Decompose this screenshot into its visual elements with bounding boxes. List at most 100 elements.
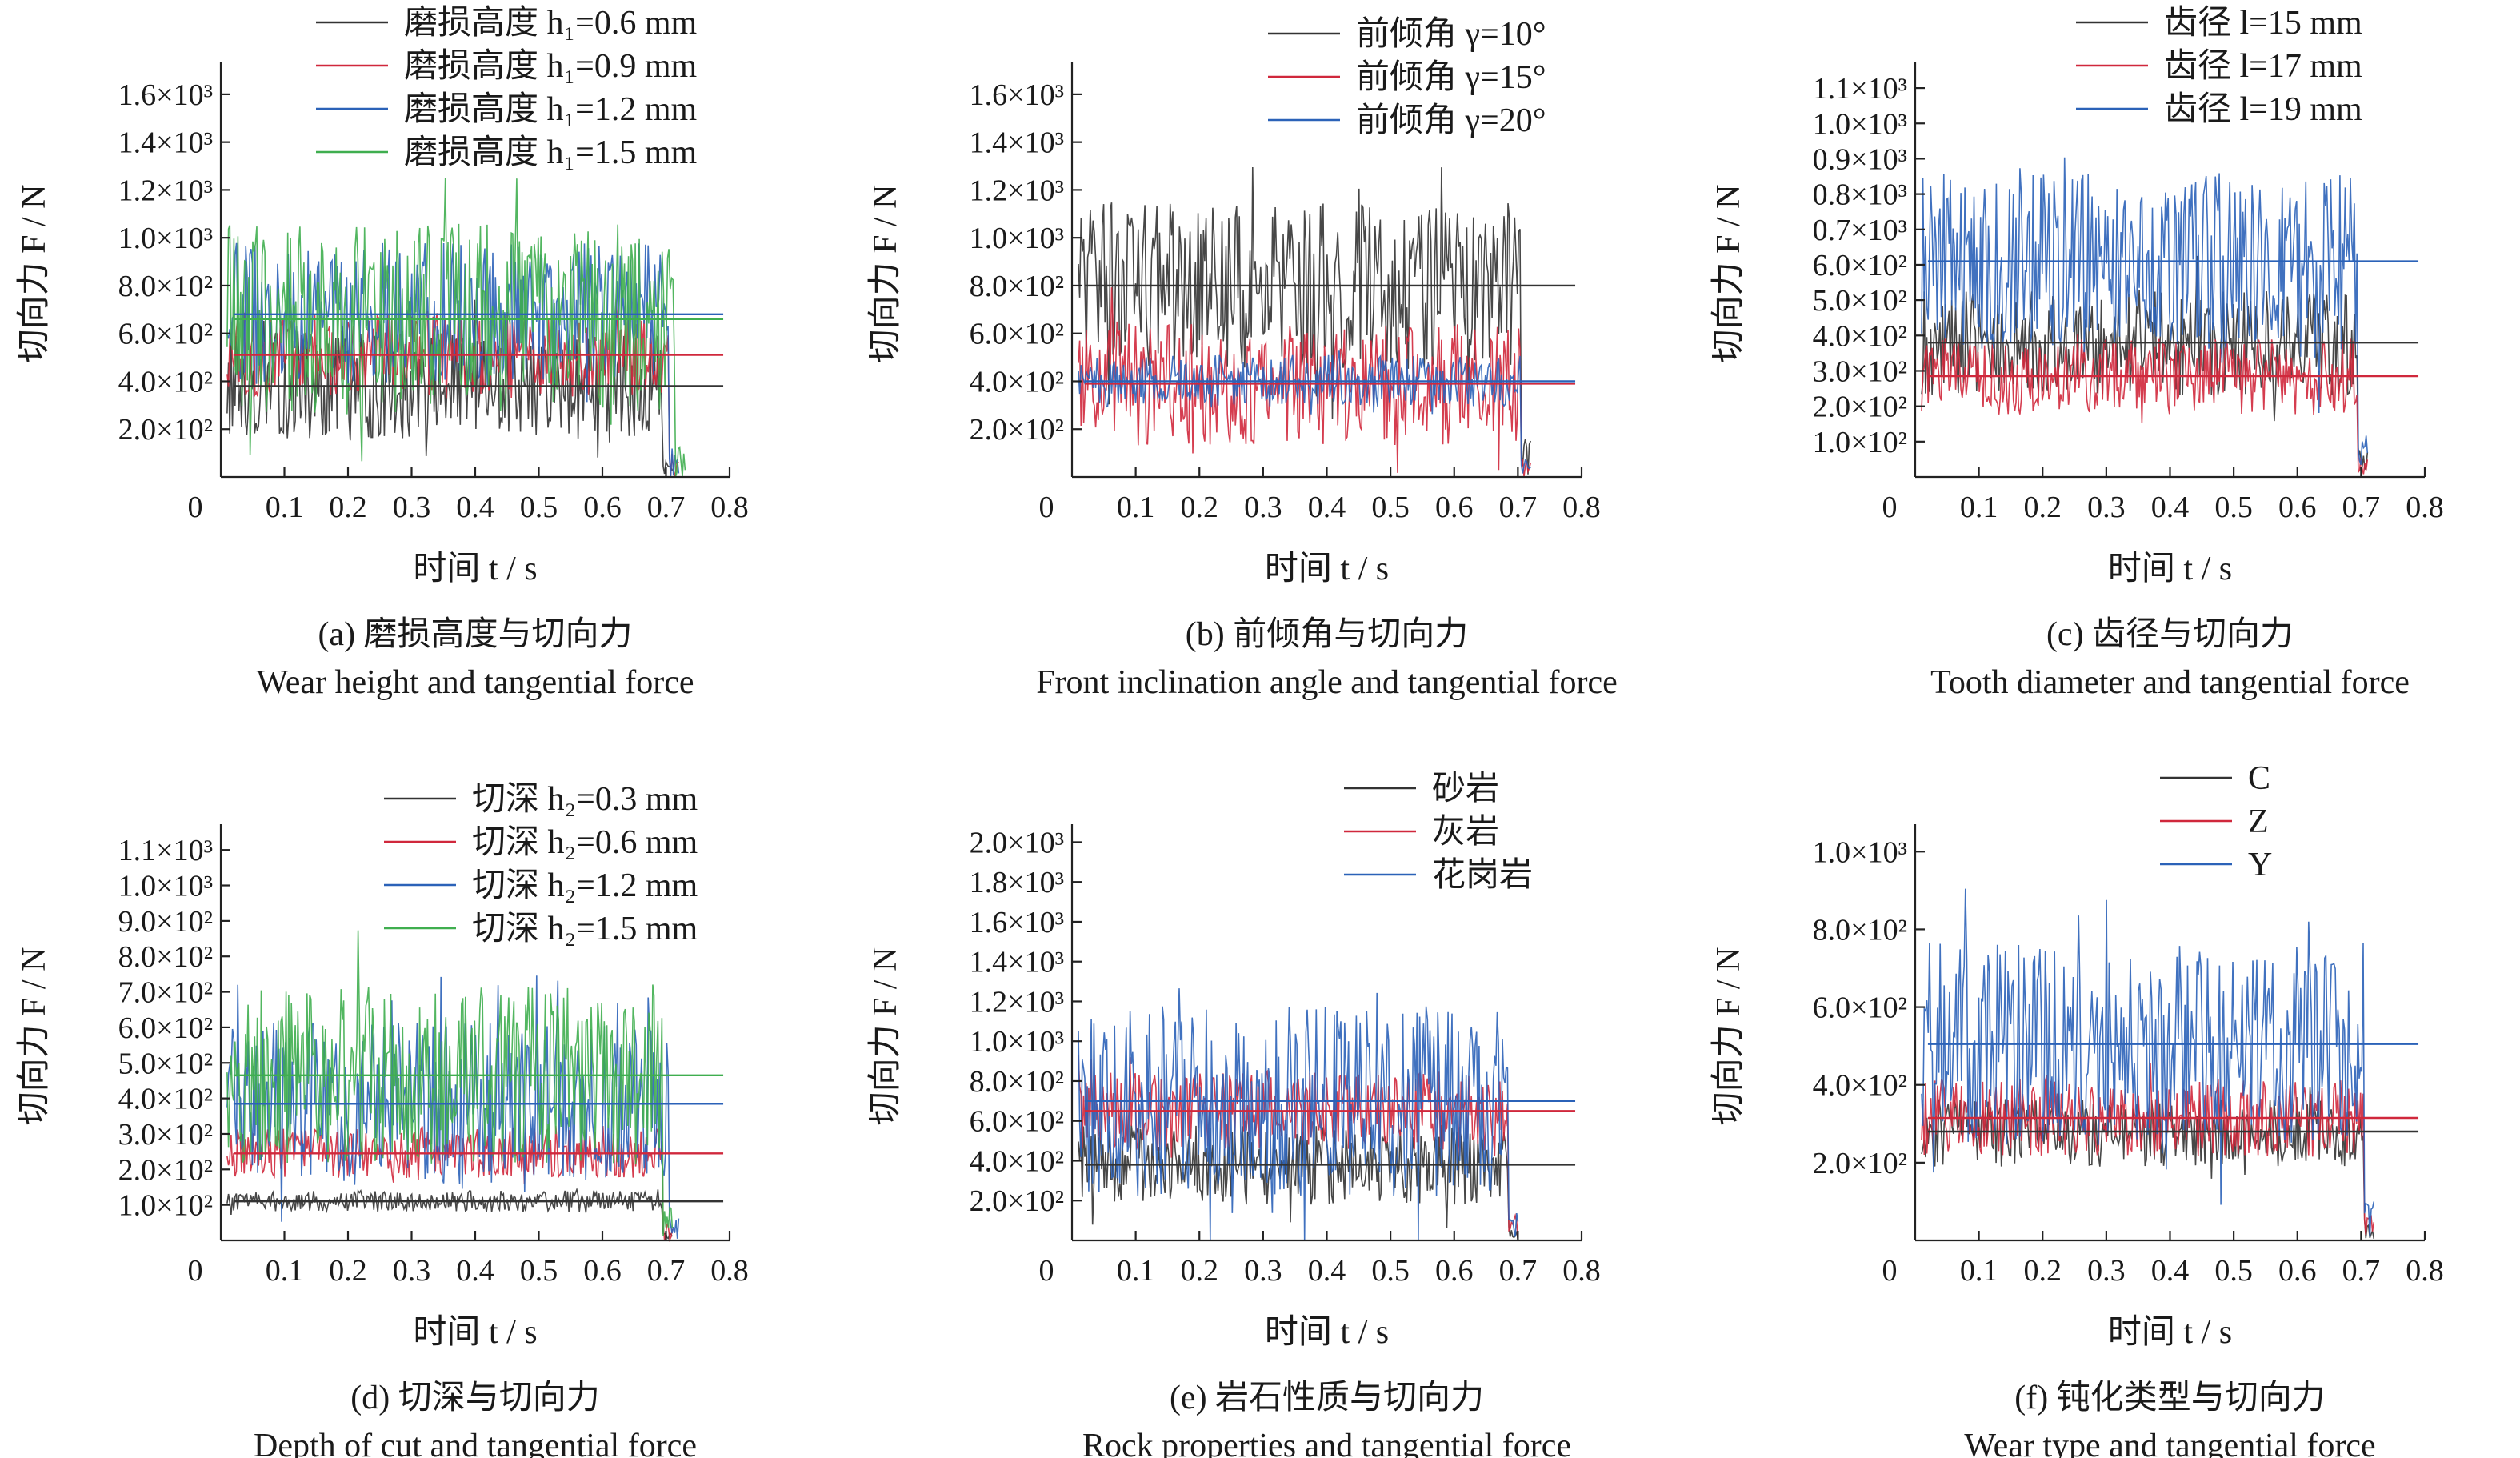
chart-a-x-tick-label: 0.8 bbox=[710, 491, 749, 524]
chart-c-y-tick-label: 0.9×10³ bbox=[1813, 142, 1907, 176]
chart-c-legend-label: 齿径 l=17 mm bbox=[2164, 48, 2362, 85]
chart-e-traces bbox=[1078, 988, 1519, 1240]
chart-b-y-tick-label: 1.4×10³ bbox=[970, 126, 1064, 160]
chart-e-x-tick-label: 0.5 bbox=[1371, 1254, 1410, 1288]
chart-b-y-tick-label: 1.0×10³ bbox=[970, 222, 1064, 255]
chart-d-legend: 切深 h₂=0.3 mm 切深 h₂=0.6 mm 切深 h₂=1.2 mm 切深 h… bbox=[384, 781, 698, 947]
chart-b-x-tick-label: 0.6 bbox=[1435, 491, 1474, 524]
chart-c-x-tick-label: 0.8 bbox=[2406, 491, 2444, 524]
chart-b-legend: 前倾角 γ=10° 前倾角 γ=15° 前倾角 γ=20° bbox=[1268, 16, 1546, 139]
chart-a-caption-cn: (a) 磨损高度与切向力 bbox=[318, 616, 632, 653]
chart-f-y-tick-label: 8.0×10² bbox=[1813, 913, 1907, 947]
chart-d-x-tick-label: 0.2 bbox=[329, 1254, 367, 1288]
chart-b-caption-cn: (b) 前倾角与切向力 bbox=[1186, 616, 1468, 653]
chart-e-series-3-trace bbox=[1078, 988, 1519, 1240]
chart-d-x-tick-label: 0.8 bbox=[710, 1254, 749, 1288]
chart-e-legend-label: 灰岩 bbox=[1432, 814, 1499, 851]
chart-e-y-tick-label: 1.0×10³ bbox=[970, 1025, 1064, 1059]
chart-c-legend: 齿径 l=15 mm 齿径 l=17 mm 齿径 l=19 mm bbox=[2076, 5, 2362, 128]
chart-a-y-tick-label: 1.2×10³ bbox=[118, 174, 213, 207]
chart-f-x-tick-label: 0.8 bbox=[2406, 1254, 2444, 1288]
chart-c-y-tick-label: 4.0×10² bbox=[1813, 319, 1907, 353]
chart-b-y-tick-label: 8.0×10² bbox=[970, 270, 1064, 303]
chart-b: 0 0.1 0.2 0.3 0.4 0.5 0.6 0.7 0.8 2.0×10² 4.0×10² 6… bbox=[867, 16, 1618, 701]
chart-c-y-tick-label: 0.8×10³ bbox=[1813, 178, 1907, 212]
chart-a-y-tick-label: 2.0×10² bbox=[118, 413, 213, 447]
chart-f-caption-en: Wear type and tangential force bbox=[1964, 1428, 2375, 1458]
chart-d-legend-label: 切深 h₂=0.6 mm bbox=[472, 824, 698, 861]
chart-c-x-tick-label: 0.7 bbox=[2342, 491, 2381, 524]
chart-e: 0 0.1 0.2 0.3 0.4 0.5 0.6 0.7 0.8 2.0×10² 4.0×10² 6… bbox=[867, 771, 1601, 1458]
chart-c-y-tick-label: 1.0×10³ bbox=[1813, 107, 1907, 141]
chart-d-legend-label: 切深 h₂=1.2 mm bbox=[472, 867, 698, 904]
chart-a-y-tick-label: 8.0×10² bbox=[118, 270, 213, 303]
chart-c-y-tick-label: 0.7×10³ bbox=[1813, 214, 1907, 247]
chart-e-y-tick-label: 2.0×10³ bbox=[970, 826, 1064, 859]
chart-e-x-tick-label: 0 bbox=[1039, 1254, 1054, 1288]
chart-d-x-axis-label: 时间 t / s bbox=[413, 1314, 537, 1351]
chart-c-traces bbox=[1921, 157, 2369, 475]
chart-a-x-tick-label: 0.1 bbox=[266, 491, 304, 524]
chart-d-x-tick-label: 0.6 bbox=[583, 1254, 622, 1288]
chart-c-x-tick-label: 0.5 bbox=[2214, 491, 2253, 524]
chart-c-x-tick-label: 0.2 bbox=[2024, 491, 2062, 524]
chart-e-y-tick-label: 1.8×10³ bbox=[970, 866, 1064, 899]
chart-e-legend-label: 花岗岩 bbox=[1432, 857, 1533, 894]
chart-d-y-axis-label: 切向力 F / N bbox=[16, 947, 53, 1126]
chart-f-x-tick-label: 0.7 bbox=[2342, 1254, 2381, 1288]
chart-b-x-tick-label: 0.1 bbox=[1117, 491, 1155, 524]
chart-c-x-tick-label: 0.6 bbox=[2278, 491, 2317, 524]
chart-d-y-tick-label: 1.1×10³ bbox=[118, 834, 213, 867]
chart-a-x-tick-label: 0.7 bbox=[647, 491, 686, 524]
chart-f-legend-label: C bbox=[2248, 760, 2270, 797]
chart-f-y-tick-label: 2.0×10² bbox=[1813, 1147, 1907, 1180]
chart-e-x-axis-label: 时间 t / s bbox=[1265, 1314, 1389, 1351]
chart-e-y-tick-label: 4.0×10² bbox=[970, 1144, 1064, 1178]
chart-a-y-tick-label: 1.0×10³ bbox=[118, 222, 213, 255]
chart-d-y-tick-label: 7.0×10² bbox=[118, 976, 213, 1010]
chart-f-x-tick-label: 0.5 bbox=[2214, 1254, 2253, 1288]
chart-c-y-tick-label: 2.0×10² bbox=[1813, 391, 1907, 424]
chart-c-legend-label: 齿径 l=15 mm bbox=[2164, 5, 2362, 42]
chart-b-y-tick-label: 6.0×10² bbox=[970, 318, 1064, 351]
chart-f-y-tick-label: 6.0×10² bbox=[1813, 991, 1907, 1025]
chart-f-traces bbox=[1921, 888, 2375, 1240]
chart-f-y-axis-label: 切向力 F / N bbox=[1710, 947, 1747, 1126]
chart-b-y-tick-label: 4.0×10² bbox=[970, 365, 1064, 399]
chart-d-caption-en: Depth of cut and tangential force bbox=[254, 1428, 697, 1458]
chart-e-caption-cn: (e) 岩石性质与切向力 bbox=[1170, 1380, 1484, 1416]
chart-e-caption-en: Rock properties and tangential force bbox=[1082, 1428, 1571, 1458]
chart-f: 0 0.1 0.2 0.3 0.4 0.5 0.6 0.7 0.8 2.0×10² 4.0×10² 6… bbox=[1710, 760, 2444, 1458]
chart-e-y-axis-label: 切向力 F / N bbox=[867, 947, 904, 1126]
chart-c-x-tick-label: 0.3 bbox=[2087, 491, 2126, 524]
chart-e-x-tick-label: 0.3 bbox=[1244, 1254, 1282, 1288]
chart-d-y-tick-label: 5.0×10² bbox=[118, 1047, 213, 1080]
chart-b-y-axis-label: 切向力 F / N bbox=[867, 185, 904, 363]
chart-b-y-tick-label: 1.2×10³ bbox=[970, 174, 1064, 207]
chart-f-x-tick-label: 0.6 bbox=[2278, 1254, 2317, 1288]
chart-e-x-tick-label: 0.1 bbox=[1117, 1254, 1155, 1288]
chart-b-series-1-trace bbox=[1078, 166, 1532, 475]
chart-a-x-tick-label: 0.3 bbox=[393, 491, 431, 524]
chart-b-x-tick-label: 0.5 bbox=[1371, 491, 1410, 524]
chart-a-legend-label: 磨损高度 h₁=0.9 mm bbox=[404, 48, 697, 85]
chart-c-legend-label: 齿径 l=19 mm bbox=[2164, 91, 2362, 128]
chart-c-y-tick-label: 5.0×10² bbox=[1813, 284, 1907, 318]
chart-f-x-axis-label: 时间 t / s bbox=[2108, 1314, 2232, 1351]
chart-e-x-tick-label: 0.2 bbox=[1181, 1254, 1219, 1288]
chart-b-x-tick-label: 0 bbox=[1039, 491, 1054, 524]
chart-d-y-tick-label: 6.0×10² bbox=[118, 1011, 213, 1045]
chart-d-x-tick-label: 0.5 bbox=[520, 1254, 558, 1288]
chart-a-x-tick-label: 0.2 bbox=[329, 491, 367, 524]
chart-a-series-1-trace bbox=[226, 299, 674, 475]
chart-c-x-tick-label: 0.4 bbox=[2151, 491, 2190, 524]
chart-e-y-tick-label: 1.4×10³ bbox=[970, 946, 1064, 979]
chart-a-x-axis-label: 时间 t / s bbox=[413, 551, 537, 587]
chart-b-x-tick-label: 0.8 bbox=[1562, 491, 1601, 524]
chart-d-caption-cn: (d) 切深与切向力 bbox=[350, 1380, 599, 1416]
chart-a-x-tick-label: 0.5 bbox=[520, 491, 558, 524]
chart-a-y-tick-label: 1.4×10³ bbox=[118, 126, 213, 160]
chart-b-series-2-trace bbox=[1078, 287, 1532, 477]
chart-a-y-tick-label: 4.0×10² bbox=[118, 365, 213, 399]
chart-d-y-tick-label: 8.0×10² bbox=[118, 940, 213, 974]
